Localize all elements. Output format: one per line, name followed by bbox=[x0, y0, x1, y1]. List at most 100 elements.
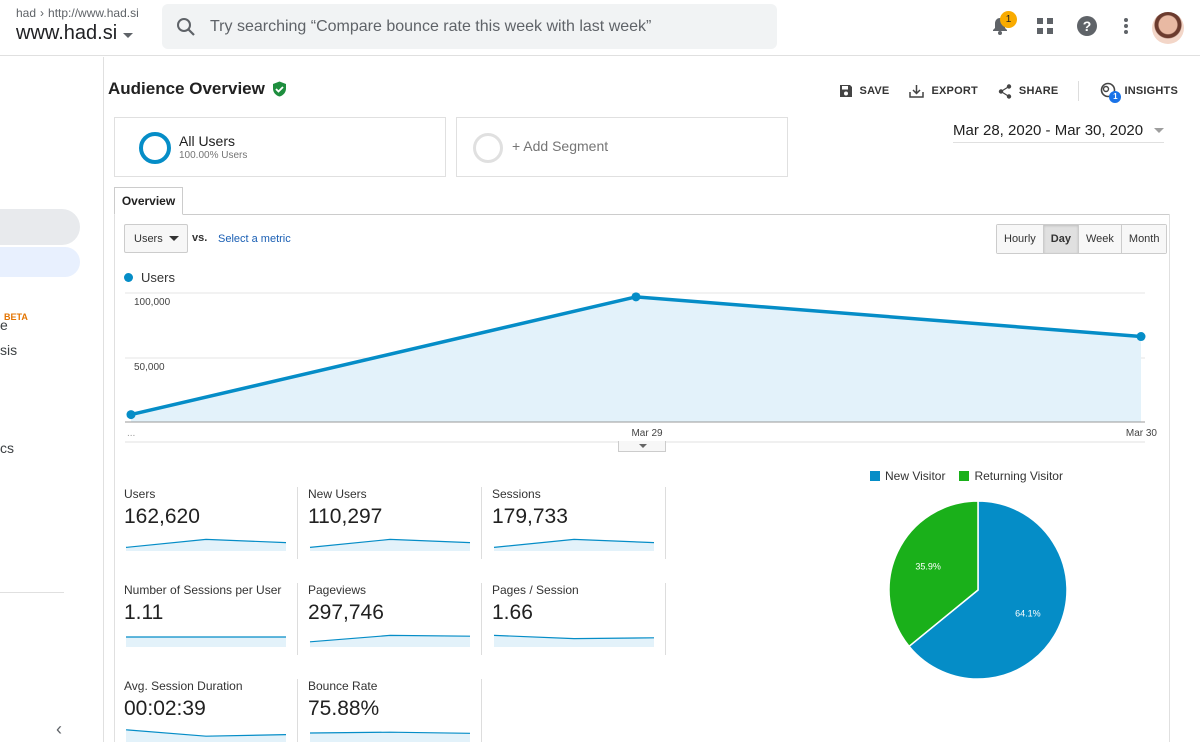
metric-sparkline bbox=[309, 731, 471, 742]
metric-dropdown[interactable]: Users bbox=[124, 224, 188, 253]
insights-icon bbox=[1101, 82, 1116, 98]
avatar[interactable] bbox=[1152, 12, 1184, 44]
metric-sparkline bbox=[309, 634, 471, 647]
metric-value: 297,746 bbox=[308, 601, 384, 624]
metric-card[interactable]: Sessions 179,733 bbox=[492, 487, 676, 567]
sidebar-item-label[interactable]: cs bbox=[0, 440, 14, 456]
collapse-sidebar-icon[interactable]: ‹ bbox=[56, 719, 62, 739]
metric-card[interactable]: Pageviews 297,746 bbox=[308, 583, 492, 663]
segment-name: All Users bbox=[179, 133, 236, 149]
metric-card[interactable]: Users 162,620 bbox=[124, 487, 308, 567]
sidebar-item-label[interactable]: sis bbox=[0, 342, 18, 358]
granularity-month-button[interactable]: Month bbox=[1121, 225, 1167, 253]
sidebar-divider bbox=[0, 592, 64, 593]
actions-divider bbox=[1078, 81, 1080, 101]
save-button[interactable]: SAVE bbox=[839, 84, 890, 98]
segment-ring-icon bbox=[139, 132, 171, 164]
area-series-group bbox=[126, 292, 1146, 422]
pie-slice[interactable] bbox=[888, 500, 979, 648]
main-content: Audience Overview SAVE EXPORT SHARE 1 IN… bbox=[105, 57, 1200, 742]
sparkline-area bbox=[310, 732, 470, 742]
sidebar-item-label[interactable]: e bbox=[0, 317, 8, 333]
pie-legend: New Visitor Returning Visitor bbox=[870, 469, 1063, 483]
notification-badge: 1 bbox=[1000, 11, 1017, 28]
y-tick-label: 50,000 bbox=[134, 362, 165, 373]
metric-label: Bounce Rate bbox=[308, 679, 378, 693]
share-button[interactable]: SHARE bbox=[998, 83, 1059, 99]
chevron-right-icon: › bbox=[40, 6, 45, 20]
share-label: SHARE bbox=[1018, 85, 1059, 97]
legend-item-new-visitor[interactable]: New Visitor bbox=[870, 469, 945, 483]
card-divider bbox=[297, 487, 298, 559]
chart-resize-handle[interactable] bbox=[618, 441, 666, 452]
y-tick-label: 100,000 bbox=[134, 297, 171, 308]
metric-card[interactable]: Avg. Session Duration 00:02:39 bbox=[124, 679, 308, 742]
insights-icon-wrap: 1 bbox=[1099, 82, 1122, 103]
save-icon bbox=[839, 85, 852, 97]
more-vert-icon bbox=[1124, 18, 1128, 34]
apps-button[interactable] bbox=[1033, 14, 1057, 38]
segment-percentage: 100.00% Users bbox=[179, 150, 248, 161]
page-title-text: Audience Overview bbox=[108, 79, 265, 98]
x-tick-label: Mar 29 bbox=[631, 428, 663, 439]
x-tick-label: ... bbox=[127, 428, 135, 439]
share-icon bbox=[998, 83, 1012, 99]
add-segment-label: + Add Segment bbox=[512, 138, 609, 154]
breadcrumb-account: had bbox=[16, 6, 37, 20]
search-input[interactable] bbox=[210, 17, 750, 36]
metric-card[interactable]: Pages / Session 1.66 bbox=[492, 583, 676, 663]
pie-slice[interactable] bbox=[908, 500, 1068, 680]
data-point[interactable] bbox=[631, 292, 641, 302]
pie-slice-label: 64.1% bbox=[1015, 609, 1041, 619]
metric-card[interactable]: Number of Sessions per User 1.11 bbox=[124, 583, 308, 663]
sparkline-line bbox=[309, 538, 471, 548]
page-title: Audience Overview bbox=[108, 79, 287, 99]
legend-label: New Visitor bbox=[885, 469, 946, 483]
data-point[interactable] bbox=[1136, 332, 1146, 342]
granularity-hourly-button[interactable]: Hourly bbox=[997, 225, 1044, 253]
granularity-toggle: Hourly Day Week Month bbox=[996, 224, 1168, 254]
date-range-picker[interactable]: Mar 28, 2020 - Mar 30, 2020 bbox=[953, 119, 1164, 143]
metric-card[interactable]: New Users 110,297 bbox=[308, 487, 492, 567]
panel-border-right bbox=[1169, 214, 1170, 742]
sparkline-area bbox=[494, 539, 654, 551]
add-segment-button[interactable]: + Add Segment bbox=[456, 117, 788, 177]
tab-overview[interactable]: Overview bbox=[114, 187, 183, 215]
sparkline-line bbox=[125, 538, 287, 548]
insights-button[interactable]: 1 INSIGHTS bbox=[1099, 82, 1178, 103]
data-point[interactable] bbox=[126, 410, 136, 420]
segment-all-users[interactable]: All Users 100.00% Users bbox=[114, 117, 446, 177]
card-divider bbox=[665, 487, 666, 559]
notifications-button[interactable]: 1 bbox=[988, 11, 1017, 38]
sparkline-line bbox=[493, 538, 655, 548]
metric-label: Sessions bbox=[492, 487, 541, 501]
sparkline-line bbox=[309, 634, 471, 643]
granularity-week-button[interactable]: Week bbox=[1078, 225, 1122, 253]
users-line-chart: 100,000 50,000 ... Mar 29 Mar 30 bbox=[125, 292, 1157, 443]
account-selector[interactable]: www.had.si bbox=[16, 22, 134, 45]
sparkline-area bbox=[126, 539, 286, 551]
granularity-day-button[interactable]: Day bbox=[1043, 225, 1079, 253]
more-options-button[interactable] bbox=[1114, 14, 1138, 38]
sidebar-item-selected[interactable] bbox=[0, 209, 80, 245]
visitor-pie-chart: 64.1% 35.9% bbox=[888, 500, 1068, 680]
account-breadcrumb[interactable]: had › http://www.had.si bbox=[16, 6, 139, 20]
insights-badge: 1 bbox=[1109, 91, 1122, 103]
metric-value: 75.88% bbox=[308, 697, 380, 720]
save-label: SAVE bbox=[859, 85, 890, 97]
metric-sparkline bbox=[493, 538, 655, 551]
insights-label: INSIGHTS bbox=[1124, 85, 1178, 97]
legend-item-returning-visitor[interactable]: Returning Visitor bbox=[959, 469, 1063, 483]
help-icon: ? bbox=[1077, 16, 1097, 36]
export-icon bbox=[909, 85, 925, 98]
top-bar: had › http://www.had.si www.had.si 1 ? bbox=[0, 0, 1200, 56]
export-button[interactable]: EXPORT bbox=[909, 84, 978, 98]
help-button[interactable]: ? bbox=[1075, 14, 1099, 38]
metric-card[interactable]: Bounce Rate 75.88% bbox=[308, 679, 492, 742]
legend-dot bbox=[124, 273, 133, 282]
select-metric-link[interactable]: Select a metric bbox=[218, 233, 291, 245]
search-bar[interactable] bbox=[162, 4, 777, 49]
sidebar-item-active[interactable] bbox=[0, 247, 80, 277]
card-divider bbox=[481, 583, 482, 655]
legend-swatch bbox=[870, 471, 880, 481]
